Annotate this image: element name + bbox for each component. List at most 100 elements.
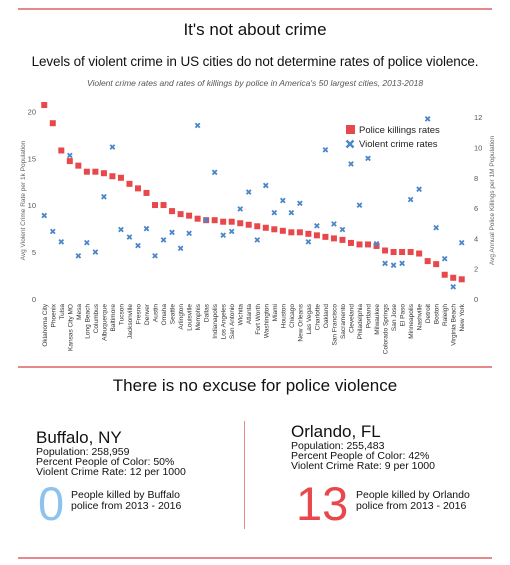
x-tick-label: Virginia Beach (451, 304, 458, 346)
violent-crime-point (211, 169, 218, 176)
police-killings-point (279, 227, 286, 234)
police-killings-point (245, 221, 252, 228)
city-crime-rate: Violent Crime Rate: 9 per 1000 (291, 460, 435, 472)
killed-label-line: police from 2013 - 2016 (356, 500, 467, 512)
x-tick-label: Louisville (187, 304, 194, 331)
page-title: It's not about crime (183, 20, 327, 39)
police-killings-point (100, 170, 107, 177)
city-population: Population: 258,959 (36, 446, 130, 458)
y-left-tick-label: 10 (28, 201, 36, 210)
x-tick-label: Albuquerque (101, 304, 108, 341)
police-killings-point (450, 274, 457, 281)
violent-crime-point (314, 222, 320, 229)
x-tick-label: Indianapolis (212, 303, 219, 338)
police-killings-point (365, 241, 372, 248)
violent-crime-point (399, 260, 405, 267)
x-tick-label: Portland (366, 304, 373, 329)
police-killings-point (424, 258, 431, 265)
police-killings-point (75, 162, 82, 169)
y-right-tick-label: 4 (474, 234, 478, 243)
x-tick-label: New York (459, 303, 466, 331)
section-title: There is no excuse for police violence (112, 376, 398, 395)
police-killings-point (186, 212, 193, 219)
x-tick-label: Miami (272, 304, 279, 321)
orlando-card: Orlando, FL Population: 255,483 Percent … (291, 423, 501, 472)
page-subtitle: Levels of violent crime in US cities do … (31, 54, 479, 69)
police-killings-point (382, 247, 389, 254)
orlando-killed-number: 13 (296, 477, 349, 530)
police-killings-point (169, 208, 176, 215)
police-killings-point (271, 226, 278, 233)
x-tick-label: Fresno (135, 304, 142, 325)
x-tick-label: Oakland (323, 304, 330, 329)
police-killings-point (152, 202, 159, 209)
police-killings-point (194, 215, 201, 222)
police-killings-point (143, 189, 150, 196)
violent-crime-point (49, 228, 56, 235)
buffalo-killed-label: People killed by Buffalo police from 201… (71, 490, 181, 512)
city-population: Population: 255,483 (291, 440, 385, 452)
y-left-tick-label: 5 (32, 248, 36, 257)
y-left-tick-label: 0 (32, 295, 36, 304)
y-right-axis-label: Avg Annual Police Killings per 1M Popula… (489, 136, 496, 266)
police-killings-point (373, 242, 380, 249)
police-killings-point (211, 217, 218, 224)
city-poc: Percent People of Color: 50% (36, 456, 175, 468)
violent-crime-point (365, 155, 371, 162)
police-killings-point (134, 185, 141, 192)
police-killings-point (339, 236, 346, 243)
x-tick-label: Long Beach (84, 304, 91, 339)
police-killings-point (347, 239, 354, 246)
violent-crime-point (177, 245, 184, 252)
violent-crime-point (143, 225, 150, 232)
police-killings-point (41, 102, 48, 109)
x-tick-label: Washington (263, 304, 270, 338)
x-tick-label: Colorado Springs (383, 303, 390, 354)
violent-crime-point (75, 253, 82, 259)
x-tick-label: Memphis (195, 303, 202, 330)
top-divider (18, 8, 492, 10)
violent-crime-point (424, 116, 431, 122)
scatter-chart: 0 5 10 15 20 0 2 4 6 8 10 12 Avg Violent Crime Rate … (20, 102, 496, 354)
x-tick-label: San Antonio (229, 304, 236, 339)
x-tick-label: Denver (144, 303, 151, 325)
x-tick-label: Baltimore (110, 304, 117, 332)
y-right-tick-label: 8 (474, 174, 478, 183)
violent-crime-point (101, 193, 107, 200)
violent-crime-point (84, 239, 90, 246)
x-tick-label: Raleigh (442, 304, 449, 326)
police-killings-point (126, 180, 133, 187)
police-killings-point (220, 218, 227, 225)
violent-crime-point (109, 144, 116, 150)
x-tick-label: Philadelphia (357, 304, 364, 340)
y-left-axis-label: Avg Violent Crime Rate per 1k Population (20, 140, 27, 260)
violent-crime-point (228, 228, 235, 235)
police-killings-point (288, 229, 295, 236)
x-tick-label: Nashville (417, 304, 424, 331)
police-killings-point (177, 211, 184, 218)
x-tick-label: Sacramento (340, 304, 347, 339)
violent-crime-point (92, 249, 99, 255)
police-killings-point (254, 223, 261, 230)
violent-crime-point (262, 182, 269, 189)
legend-marker-police-killings (346, 125, 355, 134)
y-left-tick-label: 20 (28, 107, 36, 116)
police-killings-point (305, 230, 312, 237)
violent-crime-point (433, 224, 440, 231)
x-tick-label: Atlanta (246, 304, 253, 325)
x-tick-label: Detroit (425, 304, 432, 323)
violent-crime-point (373, 240, 380, 247)
x-tick-label: Mesa (76, 304, 83, 320)
violent-crime-point (126, 234, 133, 240)
violent-crime-point (390, 262, 397, 269)
y-right-tick-label: 6 (474, 204, 478, 213)
y-right-tick-label: 12 (474, 113, 482, 122)
x-tick-label: Phoenix (50, 303, 57, 327)
legend-label-violent-crime: Violent crime rates (359, 139, 438, 150)
police-killings-point (58, 147, 65, 154)
x-tick-label: Boston (434, 304, 441, 325)
violent-crime-point (152, 253, 158, 259)
x-tick-label: Dallas (204, 303, 211, 322)
x-tick-label: Los Angeles (221, 303, 228, 339)
x-tick-label: Seattle (170, 304, 177, 325)
